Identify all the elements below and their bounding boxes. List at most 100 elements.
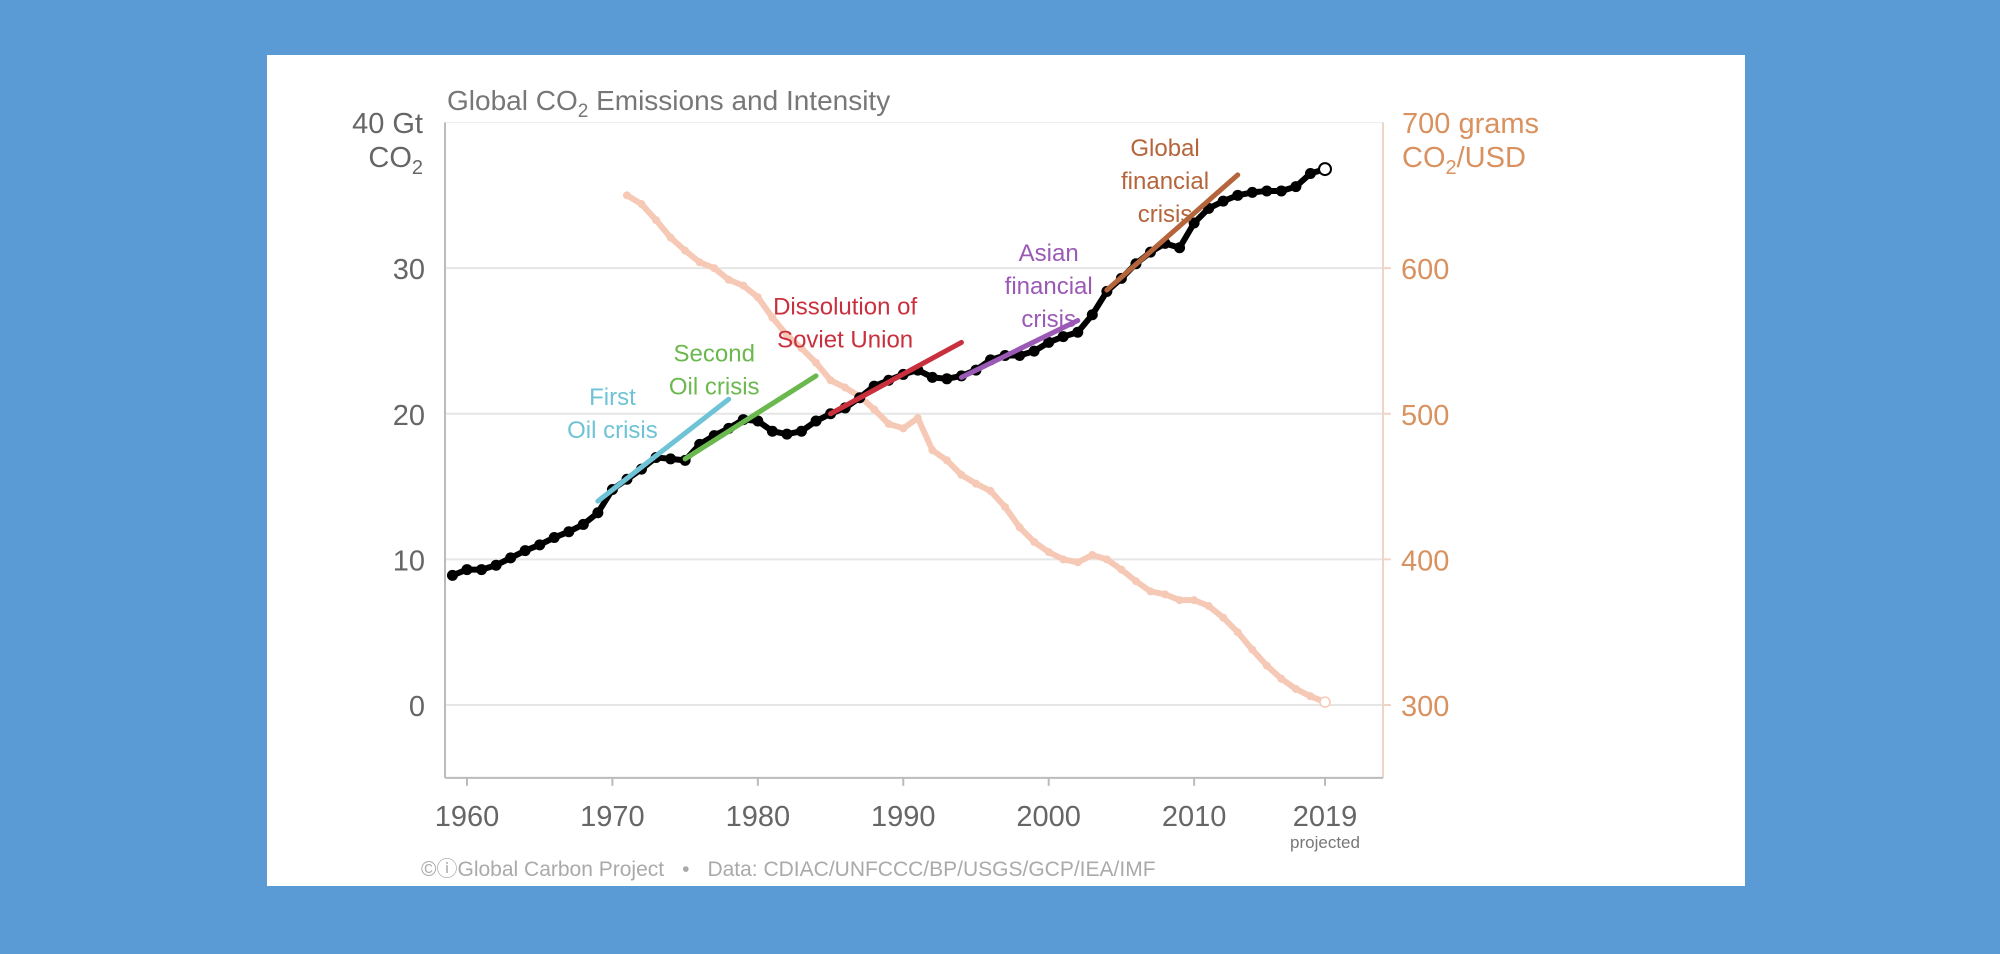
left-axis-unit: 40 Gt (352, 108, 423, 140)
intensity-point (1190, 596, 1199, 605)
intensity-point (1291, 684, 1300, 693)
projected-label: projected (1290, 833, 1360, 852)
right-tick-label: 600 (1401, 254, 1449, 286)
intensity-point (724, 275, 733, 284)
intensity-point (1102, 555, 1111, 564)
intensity-point (695, 258, 704, 267)
emissions-point (534, 539, 546, 551)
emissions-point (1072, 326, 1084, 338)
emissions-point (665, 453, 677, 465)
intensity-point (826, 376, 835, 385)
intensity-point (913, 414, 922, 423)
emissions-point (1290, 181, 1302, 193)
emissions-point (1304, 167, 1316, 179)
chart-title: Global CO2 Emissions and Intensity (447, 85, 890, 122)
intensity-point (1204, 601, 1213, 610)
emissions-point (1174, 242, 1186, 254)
intensity-point (1117, 565, 1126, 574)
trend-line-4 (1104, 172, 1241, 293)
emissions-point (490, 559, 502, 571)
intensity-point (812, 358, 821, 367)
intensity-point (1073, 558, 1082, 567)
footer: ©ⓘGlobal Carbon Project • Data: CDIAC/UNFC… (421, 858, 1156, 881)
intensity-point (666, 233, 675, 242)
x-tick-label: 1960 (435, 801, 500, 833)
emissions-point (795, 425, 807, 437)
intensity-point (637, 200, 646, 209)
intensity-point (1219, 613, 1228, 622)
intensity-point (622, 191, 631, 200)
emissions-point (941, 373, 953, 385)
emissions-point (1043, 336, 1055, 348)
x-tick-label: 2019 (1293, 801, 1358, 833)
intensity-point (986, 486, 995, 495)
intensity-projected-point (1319, 696, 1331, 708)
annotation-label-4: Global (1130, 135, 1199, 162)
annotation-label-2: Dissolution of (773, 294, 917, 321)
left-tick-label: 30 (393, 254, 425, 286)
left-axis-unit-2: CO2 (368, 142, 423, 179)
emissions-point (752, 415, 764, 427)
intensity-point (957, 470, 966, 479)
emissions-point (1086, 309, 1098, 321)
x-tick-label: 1970 (580, 801, 645, 833)
intensity-point (928, 446, 937, 455)
emissions-point (519, 545, 531, 557)
cc-logo: ©ⓘ (421, 858, 457, 881)
intensity-point (1015, 523, 1024, 532)
emissions-point (446, 569, 458, 581)
intensity-point (782, 331, 791, 340)
annotation-label-1: Second (674, 340, 755, 367)
trend-line-3 (958, 318, 1081, 380)
intensity-point (1161, 590, 1170, 599)
annotation-label-2: Soviet Union (777, 327, 913, 354)
emissions-point (781, 428, 793, 440)
emissions-point (1246, 186, 1258, 198)
annotation-label-1: Oil crisis (669, 373, 760, 400)
emissions-point (1188, 217, 1200, 229)
trend-line-2 (828, 339, 964, 417)
x-tick-label: 1980 (726, 801, 791, 833)
emissions-line (451, 166, 1326, 579)
intensity-point (768, 313, 777, 322)
intensity-point (1059, 555, 1068, 564)
intensity-point (1233, 628, 1242, 637)
right-tick-label: 500 (1401, 400, 1449, 432)
chart-panel (267, 55, 1745, 886)
emissions-point (1261, 185, 1273, 197)
emissions-projected-point (1318, 162, 1332, 177)
right-tick-label: 300 (1401, 691, 1449, 723)
intensity-point (1131, 577, 1140, 586)
intensity-point (1175, 596, 1184, 605)
emissions-point (563, 526, 575, 538)
x-tick-label: 2000 (1016, 801, 1081, 833)
annotation-label-0: First (589, 384, 636, 411)
emissions-point (1028, 345, 1040, 357)
intensity-point (1306, 692, 1315, 701)
intensity-point (1044, 548, 1053, 557)
emissions-point (1275, 185, 1287, 197)
intensity-point (1146, 587, 1155, 596)
emissions-point (810, 415, 822, 427)
intensity-point (870, 405, 879, 414)
intensity-point (899, 424, 908, 433)
intensity-point (1088, 551, 1097, 560)
left-tick-label: 10 (393, 545, 425, 577)
annotation-label-3: Asian (1019, 240, 1079, 267)
intensity-point (1248, 645, 1257, 654)
annotation-label-3: financial (1005, 273, 1093, 300)
intensity-point (739, 281, 748, 290)
emissions-point (592, 507, 604, 519)
intensity-point (710, 264, 719, 273)
emissions-point (476, 564, 488, 576)
emissions-point (1232, 189, 1244, 201)
emissions-point (766, 425, 778, 437)
left-tick-label: 0 (409, 691, 425, 723)
intensity-point (1001, 502, 1010, 511)
emissions-point (577, 518, 589, 530)
intensity-point (1262, 661, 1271, 670)
right-tick-label: 400 (1401, 545, 1449, 577)
emissions-point (548, 532, 560, 544)
right-axis-unit: 700 grams (1402, 108, 1539, 140)
